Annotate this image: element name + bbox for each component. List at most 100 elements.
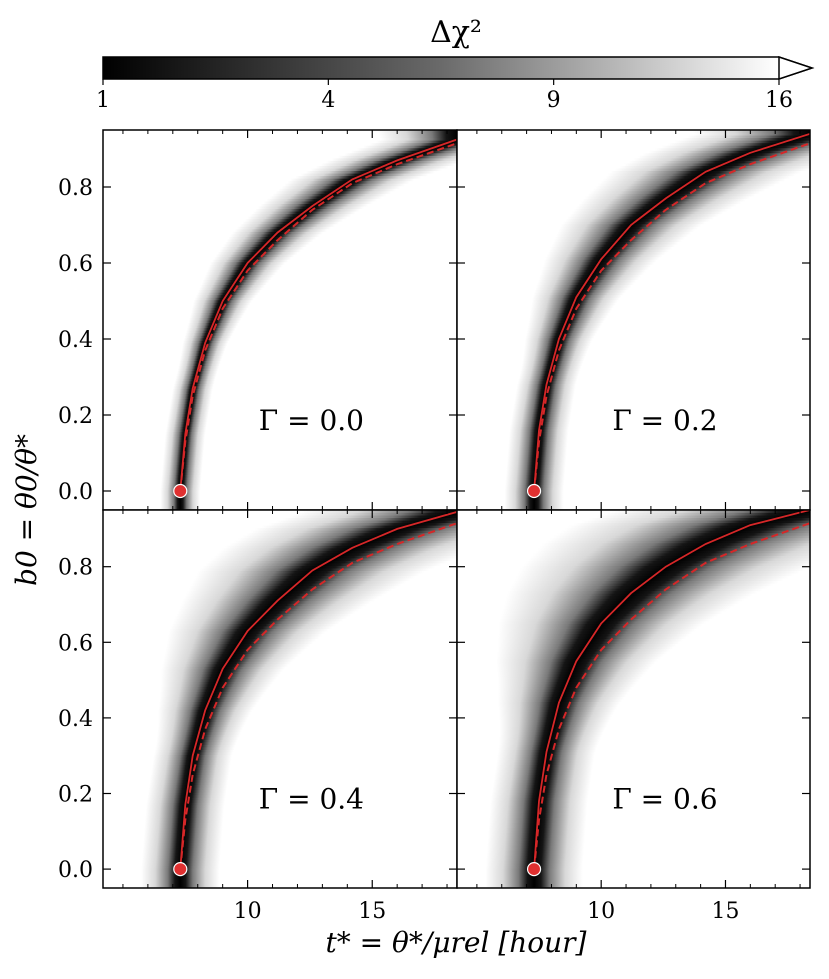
x-tick-label: 15: [358, 899, 386, 924]
heatmap-strip: [457, 872, 810, 876]
heatmap-strip: [457, 769, 810, 773]
heatmap-strip: [457, 580, 810, 584]
y-tick-label: 0.8: [58, 176, 93, 201]
heatmap-strip: [103, 884, 457, 888]
heatmap-strip: [103, 839, 457, 844]
heatmap-strip: [103, 506, 457, 510]
marker-point: [173, 861, 188, 877]
heatmap-strip: [457, 208, 810, 212]
heatmap-strip: [457, 834, 810, 839]
approx-curve: [533, 522, 810, 870]
heatmap-strip: [103, 562, 457, 566]
heatmap-strip: [457, 781, 810, 786]
heatmap-strip: [103, 132, 457, 136]
heatmap-strip: [457, 811, 810, 816]
heatmap-strip: [103, 159, 457, 164]
heatmap-strip: [103, 499, 457, 503]
heatmap-strip: [457, 301, 810, 306]
heatmap-strip: [457, 690, 810, 695]
heatmap-strip: [103, 354, 457, 359]
heatmap-strip: [457, 776, 810, 781]
heatmap-strip: [103, 854, 457, 859]
heatmap-strip: [103, 698, 457, 703]
y-tick-label: 0.4: [58, 707, 93, 732]
heatmap-strip: [457, 390, 810, 394]
heatmap-strip: [457, 736, 810, 740]
heatmap-strip: [457, 643, 810, 647]
x-axis-label: t* = θ*/μrel [hour]: [326, 926, 587, 959]
heatmap-strip: [457, 670, 810, 675]
heatmap-strip: [103, 466, 457, 470]
heatmap-strip: [103, 733, 457, 738]
heatmap-strip: [103, 643, 457, 647]
heatmap-strip: [457, 164, 810, 169]
panel: Γ = 0.2: [456, 129, 811, 511]
min-curve: [533, 132, 810, 492]
heatmap-strip: [103, 648, 457, 652]
heatmap-strip: [103, 408, 457, 412]
heatmap-strip: [457, 607, 810, 612]
y-tick-label: 0.6: [58, 252, 93, 277]
heatmap-strip: [457, 187, 810, 192]
heatmap-strip: [457, 557, 810, 561]
heatmap-strip: [103, 134, 457, 139]
heatmap-strip: [103, 784, 457, 788]
heatmap-strip: [457, 286, 810, 291]
heatmap-strip: [103, 314, 457, 318]
heatmap-strip: [457, 559, 810, 564]
heatmap-strip: [103, 263, 457, 268]
heatmap-strip: [457, 354, 810, 359]
heatmap-strip: [457, 200, 810, 204]
heatmap-strip: [103, 569, 457, 574]
heatmap-strip: [103, 567, 457, 571]
heatmap-strip: [457, 332, 810, 336]
heatmap-strip: [457, 344, 810, 349]
heatmap-strip: [457, 753, 810, 758]
heatmap-strip: [457, 610, 810, 614]
heatmap-strip: [457, 230, 810, 235]
heatmap-strip: [457, 832, 810, 836]
heatmap-strip: [457, 721, 810, 725]
heatmap-strip: [103, 713, 457, 718]
heatmap-strip: [457, 167, 810, 172]
heatmap-strip: [103, 539, 457, 544]
heatmap-strip: [103, 726, 457, 730]
heatmap-strip: [457, 218, 810, 222]
approx-curve: [533, 142, 810, 492]
heatmap-strip: [103, 547, 457, 551]
heatmap-strip: [457, 228, 810, 232]
heatmap-strip: [457, 512, 810, 516]
heatmap-strip: [457, 499, 810, 503]
heatmap-strip: [103, 180, 457, 184]
y-tick-label: 0.2: [58, 783, 93, 808]
heatmap-strip: [103, 192, 457, 197]
heatmap-strip: [457, 635, 810, 640]
x-tick-label: 15: [711, 899, 739, 924]
heatmap-strip: [103, 821, 457, 826]
heatmap-strip: [103, 575, 457, 579]
heatmap-strip: [457, 685, 810, 690]
heatmap-strip: [103, 385, 457, 389]
heatmap-strip: [103, 605, 457, 609]
approx-curve: [179, 142, 457, 492]
heatmap-strip: [457, 410, 810, 415]
heatmap-strip: [457, 622, 810, 627]
heatmap-strip: [457, 799, 810, 803]
heatmap-strip: [457, 632, 810, 637]
heatmap-strip: [103, 718, 457, 723]
heatmap-strip: [457, 630, 810, 634]
heatmap-strip: [457, 877, 810, 881]
heatmap-strip: [103, 620, 457, 624]
heatmap-strip: [103, 213, 457, 217]
heatmap-strip: [457, 357, 810, 362]
heatmap-strip: [103, 425, 457, 430]
heatmap-strip: [103, 243, 457, 248]
heatmap-strip: [103, 301, 457, 306]
heatmap-strip: [457, 420, 810, 425]
heatmap-strip: [457, 660, 810, 665]
heatmap-strip: [457, 650, 810, 655]
heatmap-strip: [103, 238, 457, 242]
heatmap-strip: [103, 501, 457, 506]
heatmap-strip: [457, 857, 810, 861]
heatmap-strip: [103, 766, 457, 771]
